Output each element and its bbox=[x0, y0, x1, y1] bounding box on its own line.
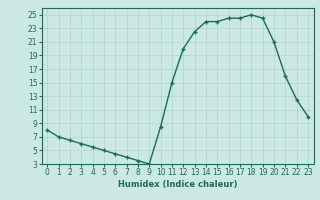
X-axis label: Humidex (Indice chaleur): Humidex (Indice chaleur) bbox=[118, 180, 237, 189]
